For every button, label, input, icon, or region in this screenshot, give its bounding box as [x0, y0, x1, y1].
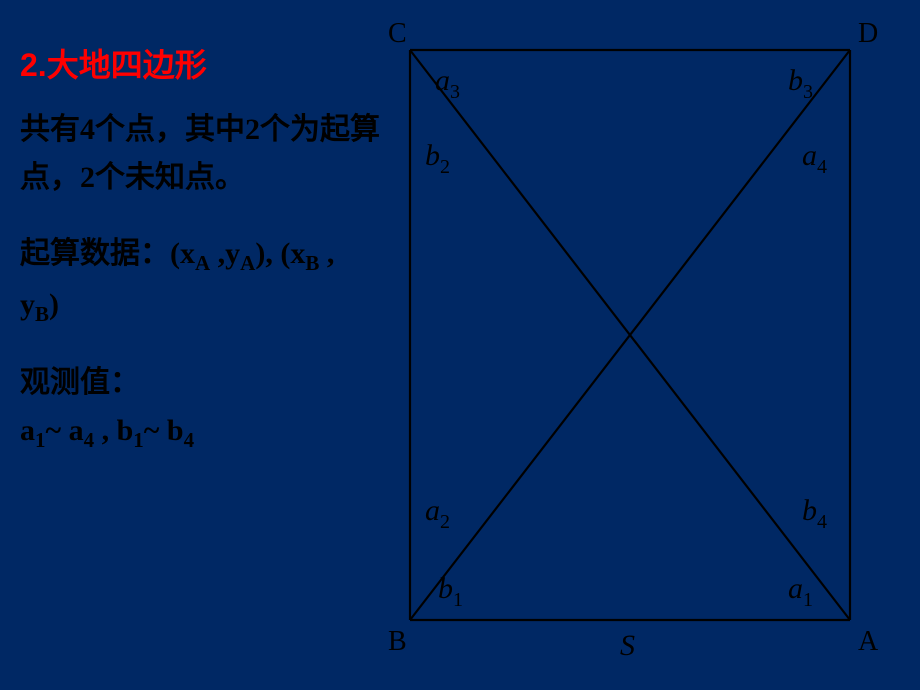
quadrilateral-diagram: C D B A S a3 b2 b3 a4 a2 b1 b4 a1 — [370, 0, 920, 690]
sub-A2: A — [240, 251, 255, 275]
text: ) — [49, 288, 59, 321]
description-paragraph: 共有4个点，其中2个为起算点，2个未知点。 — [20, 106, 380, 202]
angle-b2: b2 — [425, 139, 450, 178]
text: , b — [94, 414, 133, 447]
sub-4b: 4 — [184, 428, 195, 452]
angle-a1: a1 — [788, 572, 813, 611]
sub-B: B — [305, 251, 319, 275]
angle-b4: b4 — [802, 494, 827, 533]
angle-b1: b1 — [438, 572, 463, 611]
side-S: S — [620, 629, 635, 662]
text: ~ b — [144, 414, 184, 447]
text: 起算数据：(x — [20, 237, 195, 270]
section-title: 2.大地四边形 — [20, 40, 380, 86]
text: ), (x — [255, 237, 305, 270]
initial-data-line: 起算数据：(xA ,yA), (xB , yB) — [20, 230, 380, 331]
vertex-A: A — [858, 626, 879, 657]
text: 观测值： — [20, 366, 140, 399]
sub-1b: 1 — [133, 428, 144, 452]
angle-a2: a2 — [425, 494, 450, 533]
sub-A: A — [195, 251, 210, 275]
angle-a4: a4 — [802, 139, 827, 178]
sub-1: 1 — [35, 428, 46, 452]
text: a — [20, 414, 35, 447]
sub-4: 4 — [84, 428, 95, 452]
angle-b3: b3 — [788, 64, 813, 103]
text: ~ a — [46, 414, 84, 447]
sub-B2: B — [35, 302, 49, 326]
text: ,y — [210, 237, 240, 270]
vertex-D: D — [858, 18, 878, 49]
vertex-B: B — [388, 626, 407, 657]
observations-line: 观测值： a1~ a4 , b1~ b4 — [20, 359, 380, 458]
vertex-C: C — [388, 18, 407, 49]
